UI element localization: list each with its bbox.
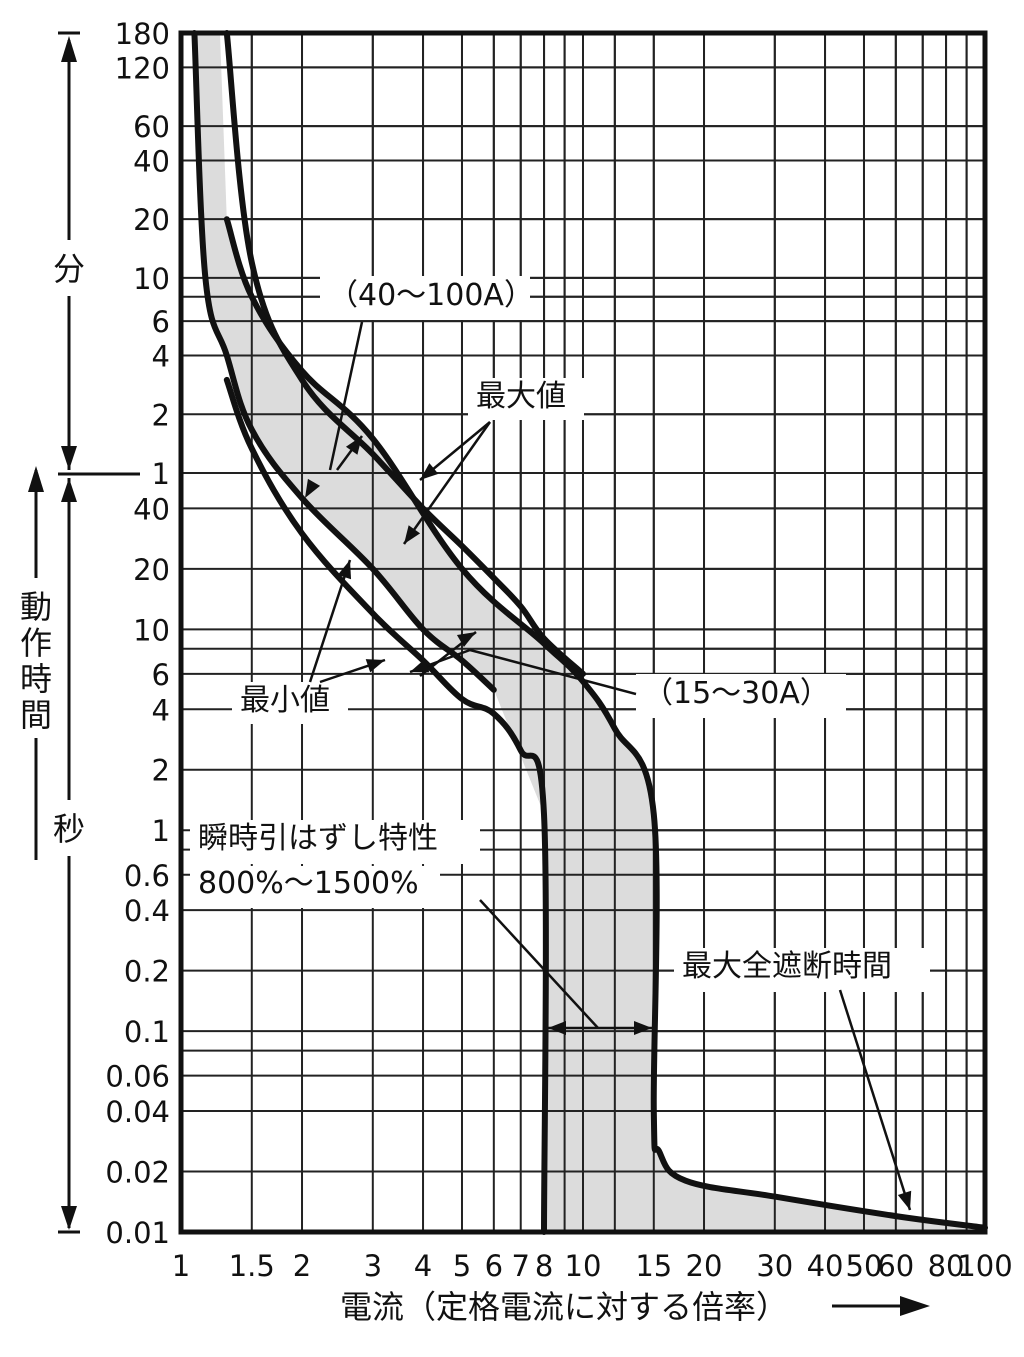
plot-frame [178,30,988,1235]
y-tick-label-minutes: 6 [152,305,170,339]
y-tick-label-minutes: 2 [152,398,170,432]
band-clear [181,33,545,1232]
arrowhead [61,478,77,502]
operating-band [181,33,985,1232]
leader-max-2 [402,421,492,545]
y-tick-label-seconds: 0.01 [105,1216,170,1250]
y-tick-label-seconds: 4 [152,693,170,727]
y-tick-label-seconds: 0.2 [124,955,170,989]
x-tick-label: 1 [172,1249,190,1283]
grid-overlay [181,33,985,1232]
y-tick-label-minutes: 120 [115,51,170,85]
arrowhead [61,446,77,470]
x-tick-label: 15 [635,1249,672,1283]
annotation-leaders [305,321,912,1211]
x-axis-arrow [832,1296,930,1316]
arrowhead [28,466,44,492]
x-tick-label: 1.5 [229,1249,275,1283]
leader-min-2-head [365,659,385,673]
curve-40-100A-min [191,30,497,693]
y-tick-label-minutes: 20 [133,203,170,237]
leader-15-30A [419,631,477,677]
leader-min-1-head [337,560,352,580]
x-tick-label: 80 [928,1249,965,1283]
x-tick-label: 8 [535,1249,553,1283]
x-tick-label: 3 [364,1249,382,1283]
annotation-bg [468,378,584,420]
leader-instant-right-head [634,1021,652,1035]
y-tick-label-seconds: 40 [133,492,170,526]
x-tick-label: 30 [756,1249,793,1283]
annotation-15-30A: （15〜30A） [643,676,830,711]
unit-seconds: 秒 [53,810,85,848]
leader-15-30A-head [410,659,430,673]
annotation-max: 最大値 [476,379,566,414]
y-tick-label-seconds: 0.4 [124,894,170,928]
y-tick-label-minutes: 4 [152,340,170,374]
annotations: （40〜100A） （15〜30A） 最大値 最小値 瞬時引はずし特性 800%… [190,276,930,992]
y-tick-label-seconds: 2 [152,754,170,788]
x-tick-label: 7 [512,1249,530,1283]
y-tick-label-minutes: 40 [133,144,170,178]
leader-min-1 [308,559,352,683]
y-tick-label-seconds: 0.1 [124,1015,170,1049]
x-tick-label: 100 [957,1249,1012,1283]
x-tick-label: 60 [877,1249,914,1283]
curve-15-30A-max [223,216,988,1231]
leader-instant [479,899,599,1029]
leader-max-clearing-head [897,1190,912,1210]
arrowhead [61,1206,77,1230]
annotation-bg [636,674,846,718]
y-tick-labels: 18012060402010642140201064210.60.40.20.1… [105,17,170,1250]
leader-max-clearing [838,989,912,1211]
y-tick-label-seconds: 6 [152,658,170,692]
y-tick-label-minutes: 10 [133,262,170,296]
y-tick-label-seconds: 10 [133,613,170,647]
x-tick-label: 10 [565,1249,602,1283]
y-tick-label-seconds: 0.6 [124,859,170,893]
annotation-bg [320,276,530,320]
annotation-bg [190,866,440,908]
frame-rect [178,30,988,1235]
leader-max-1-head [420,463,439,480]
leader-max-2-head [404,525,421,544]
y-tick-label-seconds: 0.02 [105,1156,170,1190]
x-tick-label: 5 [453,1249,471,1283]
y-axis-label: 動作時間 [20,588,52,734]
x-axis-label: 電流（定格電流に対する倍率） [340,1288,788,1326]
leader-40-100A [328,321,364,471]
y-tick-label-minutes: 60 [133,110,170,144]
x-tick-label: 40 [807,1249,844,1283]
annotation-bg [190,820,480,864]
annotation-max-total-clearing: 最大全遮断時間 [682,949,892,984]
annotation-instant-trip: 瞬時引はずし特性 [198,821,438,856]
leader-instant-left-head [548,1021,566,1035]
y-tick-label-seconds: 1 [152,814,170,848]
x-tick-label: 20 [686,1249,723,1283]
curve-15-30A-min [223,376,549,1235]
y-tick-label-seconds: 0.06 [105,1060,170,1094]
curves [191,30,988,1235]
y-tick-label-seconds: 20 [133,553,170,587]
y-tick-label-minutes: 180 [115,17,170,51]
y-axis-units: 分 秒 動作時間 [20,31,140,1234]
leader-40-100A [335,435,364,471]
leader-40-100A-head [305,478,321,498]
annotation-40-100A: （40〜100A） [328,278,534,313]
annotation-bg [674,948,930,992]
leader-15-30A [469,648,637,696]
x-tick-label: 4 [414,1249,432,1283]
y-tick-label-minutes: 1 [152,457,170,491]
annotation-bg [232,682,348,724]
x-tick-label: 50 [846,1249,883,1283]
x-tick-label: 2 [293,1249,311,1283]
unit-minutes: 分 [53,250,85,288]
annotation-instant-trip-range: 800%〜1500% [198,866,419,901]
x-tick-label: 6 [485,1249,503,1283]
y-tick-label-seconds: 0.04 [105,1095,170,1129]
annotation-min: 最小値 [240,683,330,718]
arrowhead [61,36,77,62]
